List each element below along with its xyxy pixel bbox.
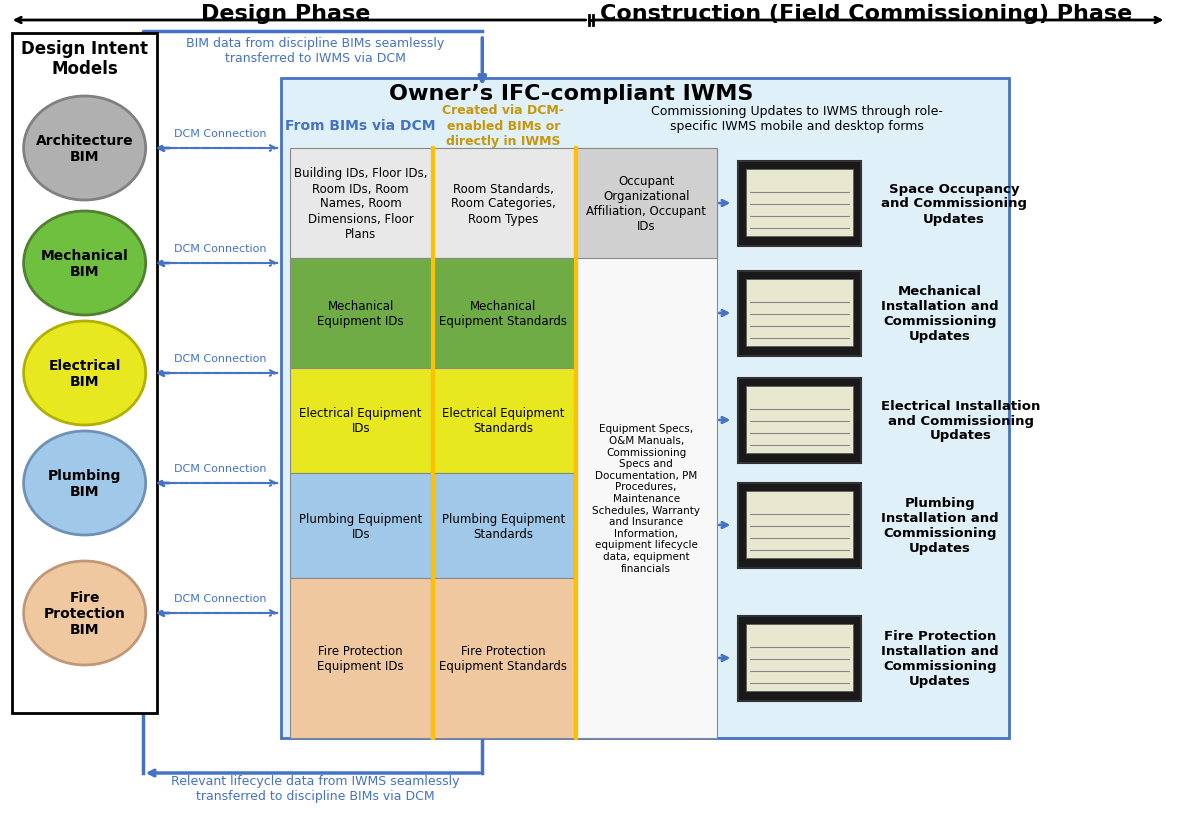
Text: Plumbing Equipment
IDs: Plumbing Equipment IDs: [299, 512, 422, 540]
FancyBboxPatch shape: [433, 474, 574, 578]
Text: Electrical Installation
and Commissioning
Updates: Electrical Installation and Commissionin…: [881, 399, 1041, 442]
Ellipse shape: [24, 321, 145, 426]
FancyBboxPatch shape: [290, 368, 432, 474]
Text: Space Occupancy
and Commissioning
Updates: Space Occupancy and Commissioning Update…: [881, 182, 1026, 225]
FancyBboxPatch shape: [433, 578, 574, 738]
Text: Commissioning Updates to IWMS through role-
specific IWMS mobile and desktop for: Commissioning Updates to IWMS through ro…: [651, 105, 944, 132]
Text: Fire
Protection
BIM: Fire Protection BIM: [43, 590, 126, 637]
Text: Relevant lifecycle data from IWMS seamlessly
transferred to discipline BIMs via : Relevant lifecycle data from IWMS seamle…: [170, 774, 459, 802]
Text: Architecture
BIM: Architecture BIM: [36, 134, 133, 164]
FancyBboxPatch shape: [746, 279, 854, 346]
Ellipse shape: [24, 431, 145, 536]
FancyBboxPatch shape: [739, 483, 861, 568]
Text: Plumbing
BIM: Plumbing BIM: [48, 469, 121, 498]
Text: Electrical
BIM: Electrical BIM: [48, 359, 121, 388]
FancyBboxPatch shape: [739, 161, 861, 246]
Text: Fire Protection
Equipment IDs: Fire Protection Equipment IDs: [318, 644, 404, 672]
FancyBboxPatch shape: [12, 34, 157, 713]
FancyBboxPatch shape: [746, 491, 854, 558]
Text: Building IDs, Floor IDs,
Room IDs, Room
Names, Room
Dimensions, Floor
Plans: Building IDs, Floor IDs, Room IDs, Room …: [294, 167, 428, 240]
Text: From BIMs via DCM: From BIMs via DCM: [285, 119, 436, 132]
Text: Electrical Equipment
Standards: Electrical Equipment Standards: [442, 407, 565, 435]
Text: Created via DCM-
enabled BIMs or
directly in IWMS: Created via DCM- enabled BIMs or directl…: [442, 104, 565, 147]
Text: Design Phase: Design Phase: [200, 4, 370, 24]
Text: Construction (Field Commissioning) Phase: Construction (Field Commissioning) Phase: [600, 4, 1132, 24]
Text: DCM Connection: DCM Connection: [174, 594, 266, 604]
Text: DCM Connection: DCM Connection: [174, 243, 266, 253]
Text: Mechanical
BIM: Mechanical BIM: [41, 248, 128, 279]
Text: Electrical Equipment
IDs: Electrical Equipment IDs: [300, 407, 422, 435]
Text: Fire Protection
Installation and
Commissioning
Updates: Fire Protection Installation and Commiss…: [881, 629, 999, 687]
Text: Mechanical
Equipment IDs: Mechanical Equipment IDs: [318, 300, 404, 328]
FancyBboxPatch shape: [281, 79, 1008, 738]
FancyBboxPatch shape: [290, 149, 432, 258]
FancyBboxPatch shape: [433, 258, 574, 368]
Text: DCM Connection: DCM Connection: [174, 129, 266, 139]
FancyBboxPatch shape: [739, 272, 861, 356]
FancyBboxPatch shape: [746, 169, 854, 236]
FancyBboxPatch shape: [576, 149, 717, 738]
Text: Room Standards,
Room Categories,
Room Types: Room Standards, Room Categories, Room Ty…: [451, 182, 556, 225]
FancyBboxPatch shape: [433, 368, 574, 474]
Text: Mechanical
Equipment Standards: Mechanical Equipment Standards: [440, 300, 567, 328]
FancyBboxPatch shape: [433, 149, 574, 258]
FancyBboxPatch shape: [576, 149, 717, 258]
FancyBboxPatch shape: [739, 378, 861, 463]
FancyBboxPatch shape: [746, 386, 854, 453]
Text: DCM Connection: DCM Connection: [174, 354, 266, 363]
Text: Mechanical
Installation and
Commissioning
Updates: Mechanical Installation and Commissionin…: [881, 285, 999, 343]
Text: DCM Connection: DCM Connection: [174, 464, 266, 474]
Ellipse shape: [24, 561, 145, 665]
Ellipse shape: [24, 97, 145, 200]
Text: BIM data from discipline BIMs seamlessly
transferred to IWMS via DCM: BIM data from discipline BIMs seamlessly…: [186, 37, 444, 65]
Text: Owner’s IFC-compliant IWMS: Owner’s IFC-compliant IWMS: [388, 84, 753, 104]
Text: Occupant
Organizational
Affiliation, Occupant
IDs: Occupant Organizational Affiliation, Occ…: [586, 175, 706, 233]
FancyBboxPatch shape: [739, 616, 861, 700]
Text: Fire Protection
Equipment Standards: Fire Protection Equipment Standards: [440, 644, 567, 672]
FancyBboxPatch shape: [290, 578, 432, 738]
Ellipse shape: [24, 212, 145, 315]
FancyBboxPatch shape: [746, 623, 854, 691]
Text: Design Intent
Models: Design Intent Models: [22, 40, 149, 79]
FancyBboxPatch shape: [290, 258, 432, 368]
Text: Plumbing
Installation and
Commissioning
Updates: Plumbing Installation and Commissioning …: [881, 497, 999, 554]
Text: Equipment Specs,
O&M Manuals,
Commissioning
Specs and
Documentation, PM
Procedur: Equipment Specs, O&M Manuals, Commission…: [592, 424, 700, 573]
Text: Plumbing Equipment
Standards: Plumbing Equipment Standards: [441, 512, 565, 540]
FancyBboxPatch shape: [290, 474, 432, 578]
